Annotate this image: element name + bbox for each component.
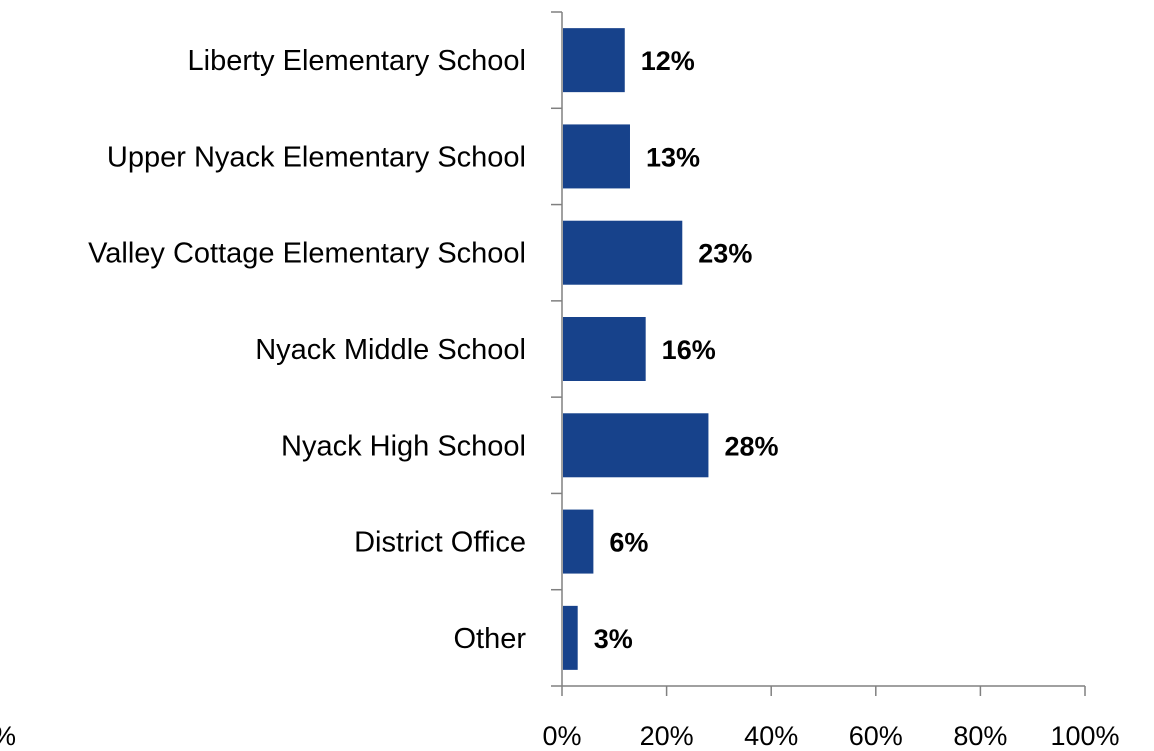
x-tick-labels: 0% 20% 40% 60% 80% 100% xyxy=(542,721,1119,751)
data-label: 12% xyxy=(641,46,695,76)
data-label: 28% xyxy=(724,431,778,461)
bar xyxy=(563,509,594,574)
partial-axis-label: % xyxy=(0,721,16,751)
category-label: Nyack High School xyxy=(281,430,526,462)
category-labels: Liberty Elementary School Upper Nyack Ele… xyxy=(88,45,526,655)
bar-series xyxy=(563,28,709,670)
x-tick-label: 40% xyxy=(744,721,798,751)
category-label: Other xyxy=(453,623,526,655)
bar xyxy=(563,28,625,93)
chart-axes xyxy=(561,12,1085,687)
data-label: 16% xyxy=(662,335,716,365)
data-label: 23% xyxy=(698,239,752,269)
y-axis-ticks xyxy=(551,11,562,687)
bar xyxy=(563,605,578,670)
x-tick-label: 60% xyxy=(849,721,903,751)
x-tick-label: 80% xyxy=(953,721,1007,751)
x-tick-label: 100% xyxy=(1050,721,1119,751)
x-tick-label: 0% xyxy=(542,721,581,751)
data-label: 3% xyxy=(594,624,633,654)
bar xyxy=(563,124,630,189)
x-tick-label: 20% xyxy=(640,721,694,751)
bar xyxy=(563,317,646,381)
category-label: Nyack Middle School xyxy=(255,334,526,366)
data-label: 13% xyxy=(646,142,700,172)
category-label: Upper Nyack Elementary School xyxy=(107,141,526,173)
category-label: Liberty Elementary School xyxy=(188,45,527,77)
bar xyxy=(563,220,683,285)
category-label: District Office xyxy=(354,527,526,559)
data-label: 6% xyxy=(609,528,648,558)
x-axis-ticks xyxy=(561,686,1086,696)
category-label: Valley Cottage Elementary School xyxy=(88,238,526,270)
value-labels: 12% 13% 23% 16% 28% 6% 3% xyxy=(594,46,779,654)
bar xyxy=(563,413,709,478)
